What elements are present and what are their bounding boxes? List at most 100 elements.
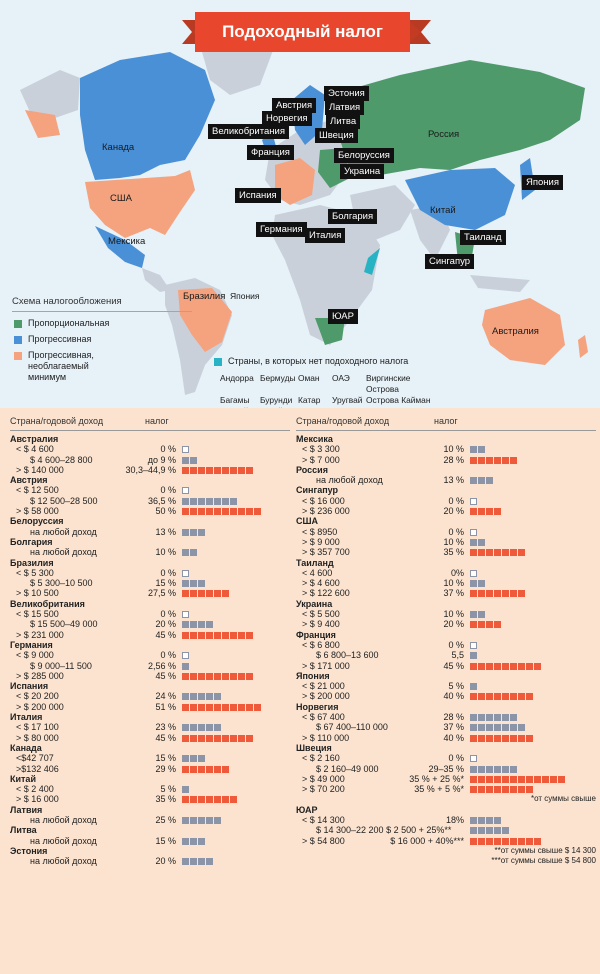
table-row: $ 14 300–22 200 $ 2 500 + 25%** xyxy=(296,825,596,835)
no-tax-swatch xyxy=(214,358,222,366)
table-row: < $ 16 000 0 % xyxy=(296,496,596,506)
australia-shape xyxy=(482,298,565,365)
rate-square xyxy=(206,858,213,866)
rate-square xyxy=(502,827,509,835)
rate-square xyxy=(558,775,565,783)
rate-bar xyxy=(470,837,541,845)
rate-square xyxy=(486,477,493,485)
rate-square xyxy=(198,693,205,701)
rate-square xyxy=(470,477,477,485)
west-europe-shape xyxy=(275,158,315,205)
table-row: > $ 200 000 40 % xyxy=(296,691,596,701)
rate-bar xyxy=(470,538,485,546)
table-row: $ 15 500–49 000 20 % xyxy=(10,619,290,629)
rate-square xyxy=(478,549,485,557)
rate-bar xyxy=(182,755,205,763)
rate-bar xyxy=(470,662,541,670)
rate-square xyxy=(526,837,533,845)
rate-square xyxy=(502,590,509,598)
footnote: **от суммы свыше $ 14 300 xyxy=(494,845,597,855)
income-range: на любой доход xyxy=(30,835,97,846)
rate-bar xyxy=(470,477,493,485)
rate-square xyxy=(478,611,485,619)
rate-square-empty xyxy=(470,755,477,763)
tax-rate: 10 % xyxy=(443,536,464,547)
rate-square xyxy=(238,703,245,711)
rate-square xyxy=(198,580,205,588)
tax-rate: 23 % xyxy=(155,722,176,733)
table-row: $ 2 160–49 000 29–35 % xyxy=(296,764,596,774)
rate-square xyxy=(182,631,189,639)
rate-square xyxy=(198,631,205,639)
rate-square xyxy=(230,466,237,474)
legend-label-proportional: Пропорциональная xyxy=(28,318,110,328)
rate-square xyxy=(478,816,485,824)
table-row: < $ 5 300 0 % xyxy=(10,568,290,578)
rate-square xyxy=(190,672,197,680)
table-rows-right: Мексика < $ 3 300 10 % > $ 7 000 28 % Россия н… xyxy=(296,434,596,866)
rate-square xyxy=(206,734,213,742)
income-range: > $ 54 800 xyxy=(302,835,345,846)
rate-square xyxy=(478,786,485,794)
map-label-russia: Россия xyxy=(428,129,460,140)
tax-scheme-legend: Схема налогообложения Пропорциональная П… xyxy=(12,296,192,388)
tax-rate: 10 % xyxy=(443,609,464,620)
rate-bar xyxy=(182,703,261,711)
rate-square xyxy=(182,816,189,824)
rate-bar xyxy=(182,837,205,845)
tax-rate: 51 % xyxy=(155,701,176,712)
map-label-australia: Австралия xyxy=(492,326,539,337)
tax-rate: 0 % xyxy=(448,639,464,650)
map-label-canada: Канада xyxy=(102,142,135,153)
country-name: Литва xyxy=(10,825,37,836)
tax-tables: Страна/годовой доход налог Австралия < $ … xyxy=(0,408,600,974)
rate-square xyxy=(182,549,189,557)
country-name: Белоруссия xyxy=(10,516,64,527)
rate-square xyxy=(246,466,253,474)
table-row: <$42 707 15 % xyxy=(10,753,290,763)
map-label-france: Франция xyxy=(247,145,294,160)
rate-bar xyxy=(470,580,485,588)
rate-square xyxy=(222,590,229,598)
rate-square xyxy=(214,508,221,516)
map-label-germany: Германия xyxy=(256,222,307,237)
no-tax-country: Кувейт xyxy=(260,406,290,408)
rate-square xyxy=(214,765,221,773)
no-tax-country: Острова Кайман xyxy=(366,395,431,405)
table-header-left: Страна/годовой доход налог xyxy=(10,416,290,431)
tax-rate: 45 % xyxy=(443,660,464,671)
rate-square xyxy=(254,703,261,711)
rate-square xyxy=(486,775,493,783)
brazil-shape xyxy=(178,288,232,352)
income-range: < $ 17 100 xyxy=(16,722,59,733)
rate-bar xyxy=(182,497,237,505)
rate-square xyxy=(190,508,197,516)
rate-square xyxy=(198,724,205,732)
tax-rate: 2,56 % xyxy=(147,660,176,671)
rate-square xyxy=(518,662,525,670)
china-shape xyxy=(405,168,515,230)
rate-square xyxy=(190,837,197,845)
rate-square xyxy=(190,796,197,804)
rate-square xyxy=(494,456,501,464)
income-range: $ 9 000–11 500 xyxy=(30,660,92,671)
country-name: Бразилия xyxy=(10,557,54,568)
rate-square xyxy=(254,508,261,516)
rate-bar xyxy=(182,611,189,619)
rate-square xyxy=(478,590,485,598)
table-row: > $ 122 600 37 % xyxy=(296,588,596,598)
tax-rate: 24 % xyxy=(155,691,176,702)
rate-square xyxy=(478,477,485,485)
rate-square xyxy=(518,693,525,701)
rate-bar xyxy=(470,724,525,732)
rate-square xyxy=(190,724,197,732)
rate-bar xyxy=(182,466,253,474)
rate-square xyxy=(214,724,221,732)
rate-bar xyxy=(182,487,189,495)
map-label-usa: США xyxy=(110,193,132,204)
rate-square xyxy=(198,796,205,804)
tax-rate: 0% xyxy=(450,567,464,578)
rate-bar xyxy=(470,683,477,691)
rate-square xyxy=(494,837,501,845)
rate-square xyxy=(214,816,221,824)
